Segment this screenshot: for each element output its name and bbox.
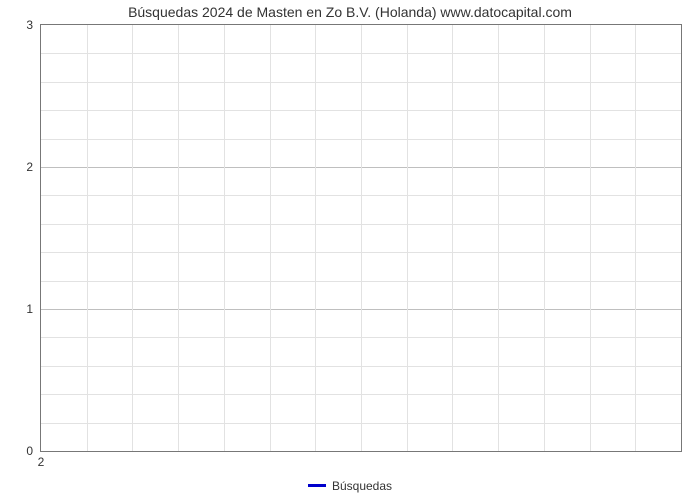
gridline-v xyxy=(315,25,316,451)
y-tick-label: 3 xyxy=(26,18,41,32)
y-tick-label: 2 xyxy=(26,160,41,174)
gridline-v xyxy=(87,25,88,451)
x-tick-label: 2 xyxy=(38,451,45,469)
gridline-v xyxy=(270,25,271,451)
gridline-v xyxy=(590,25,591,451)
chart-container: Búsquedas 2024 de Masten en Zo B.V. (Hol… xyxy=(0,0,700,500)
y-tick-label: 1 xyxy=(26,302,41,316)
gridline-v xyxy=(178,25,179,451)
legend-label: Búsquedas xyxy=(332,479,392,493)
plot-area: 01232 xyxy=(40,24,682,452)
legend: Búsquedas xyxy=(0,478,700,493)
gridline-v xyxy=(635,25,636,451)
gridline-v xyxy=(361,25,362,451)
gridline-v xyxy=(498,25,499,451)
gridline-v xyxy=(132,25,133,451)
gridline-v xyxy=(452,25,453,451)
gridline-v xyxy=(544,25,545,451)
gridline-v xyxy=(407,25,408,451)
chart-title: Búsquedas 2024 de Masten en Zo B.V. (Hol… xyxy=(0,4,700,20)
gridline-v xyxy=(224,25,225,451)
legend-swatch xyxy=(308,484,326,487)
